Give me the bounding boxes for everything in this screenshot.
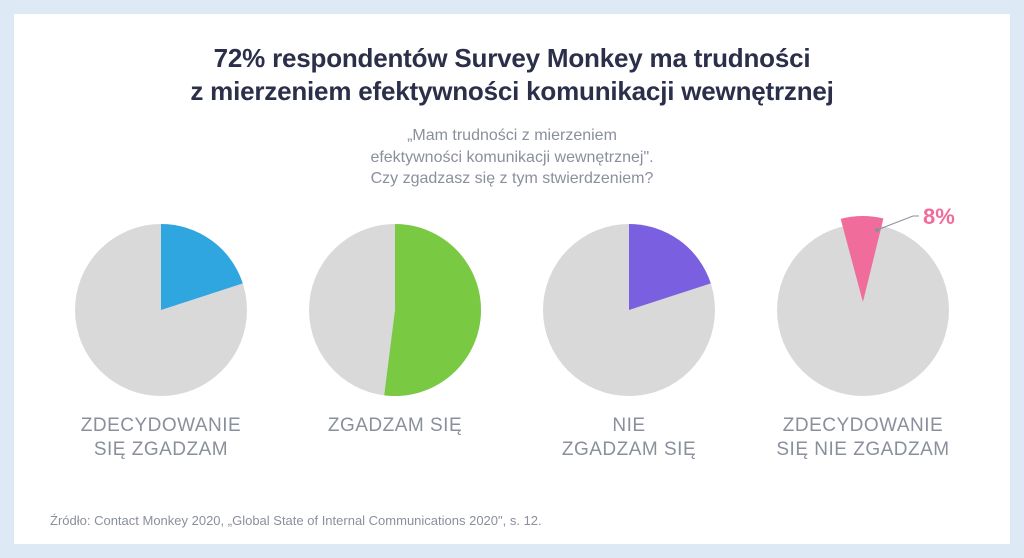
source-citation: Źródło: Contact Monkey 2020, „Global Sta… <box>50 513 542 528</box>
subtitle-line-3: Czy zgadzasz się z tym stwierdzeniem? <box>371 170 654 187</box>
chart-item-strongly-agree: 20% ZDECYDOWANIESIĘ ZGADZAM <box>50 220 272 462</box>
infographic-card: 72% respondentów Survey Monkey ma trudno… <box>14 14 1010 544</box>
pie-strongly-disagree: 8% <box>773 220 953 400</box>
pie-disagree: 20% <box>539 220 719 400</box>
pie-value-label: 8% <box>923 204 955 230</box>
pie-agree: 52% <box>305 220 485 400</box>
pie-strongly-agree: 20% <box>71 220 251 400</box>
subtitle: „Mam trudności z mierzeniem efektywności… <box>50 125 974 190</box>
subtitle-line-2: efektywności komunikacji wewnętrznej". <box>370 149 653 166</box>
chart-item-strongly-disagree: 8% ZDECYDOWANIESIĘ NIE ZGADZAM <box>752 220 974 462</box>
chart-caption: NIEZGADZAM SIĘ <box>562 414 696 462</box>
title-line-1: 72% respondentów Survey Monkey ma trudno… <box>214 43 811 73</box>
subtitle-line-1: „Mam trudności z mierzeniem <box>407 127 617 144</box>
pie-value-label: 20% <box>167 256 211 282</box>
chart-item-agree: 52% ZGADZAM SIĘ <box>284 220 506 462</box>
chart-caption: ZDECYDOWANIESIĘ ZGADZAM <box>81 414 241 462</box>
pie-value-label: 20% <box>635 256 679 282</box>
pie-value-label: 52% <box>411 294 455 320</box>
chart-caption: ZDECYDOWANIESIĘ NIE ZGADZAM <box>776 414 949 462</box>
title-line-2: z mierzeniem efektywności komunikacji we… <box>190 76 833 106</box>
main-title: 72% respondentów Survey Monkey ma trudno… <box>50 42 974 107</box>
chart-caption: ZGADZAM SIĘ <box>328 414 462 462</box>
chart-item-disagree: 20% NIEZGADZAM SIĘ <box>518 220 740 462</box>
charts-row: 20% ZDECYDOWANIESIĘ ZGADZAM 52% ZGADZAM SIĘ… <box>50 220 974 462</box>
